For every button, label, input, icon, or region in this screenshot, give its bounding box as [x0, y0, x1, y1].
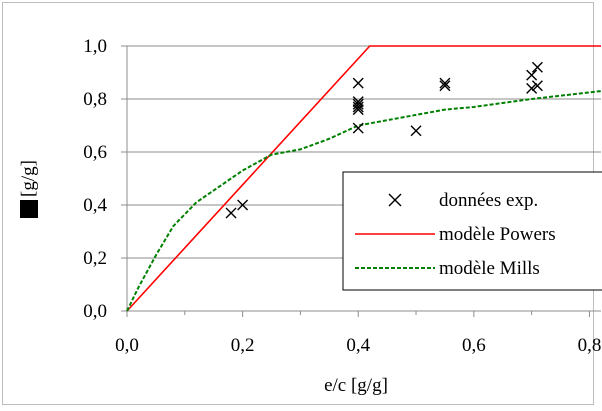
legend: données exp. modèle Powers modèle Mills	[343, 172, 602, 290]
legend-label: modèle Mills	[439, 258, 540, 279]
y-tick-label: 0,4	[83, 195, 107, 216]
y-tick-label: 0,8	[83, 89, 107, 110]
y-tick-label: 0,0	[83, 301, 107, 322]
data-point	[527, 70, 537, 80]
x-tick-label: 0,8	[578, 335, 602, 356]
y-tick-label: 0,6	[83, 142, 107, 163]
y-axis-label-text: [g/g]	[18, 160, 39, 197]
y-axis-label: [g/g]	[18, 160, 39, 218]
x-tick-label: 0,6	[462, 335, 486, 356]
data-point	[532, 62, 542, 72]
x-axis-label: e/c [g/g]	[324, 375, 388, 396]
data-point	[226, 208, 236, 218]
x-tick-label: 0,0	[115, 335, 139, 356]
y-axis-symbol-redaction	[20, 200, 38, 218]
y-tick-label: 0,2	[83, 248, 107, 269]
y-tick-label: 1,0	[83, 36, 107, 57]
data-point	[353, 78, 363, 88]
legend-label: modèle Powers	[439, 224, 556, 245]
data-point	[411, 126, 421, 136]
x-tick-label: 0,2	[231, 335, 255, 356]
x-tick-label: 0,4	[346, 335, 370, 356]
legend-label: données exp.	[439, 190, 538, 211]
